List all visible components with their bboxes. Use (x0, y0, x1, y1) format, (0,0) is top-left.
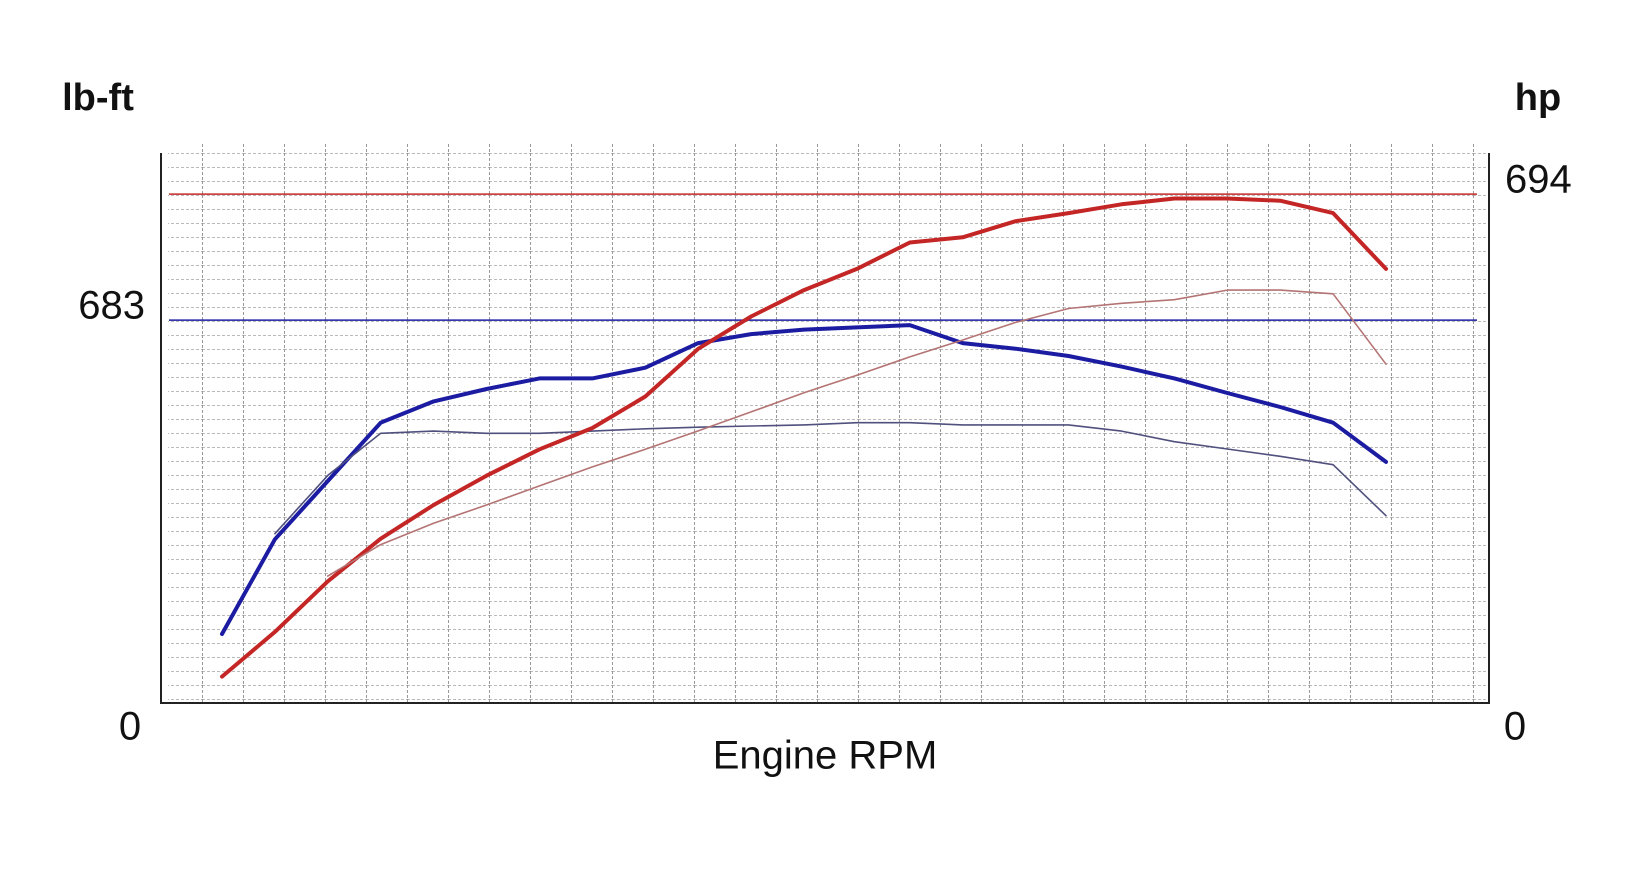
y-tick-label: 0 (119, 705, 141, 749)
series-line (274, 421, 1387, 535)
y2-tick-label: 0 (1504, 705, 1526, 749)
series-line (220, 196, 1388, 679)
y-tick-label: 683 (78, 284, 145, 328)
y-axis-title: lb-ft (62, 77, 134, 119)
y2-axis-title: hp (1515, 77, 1561, 119)
series-line (327, 289, 1387, 577)
y2-tick-label: 694 (1505, 158, 1572, 202)
grid-background (168, 143, 1489, 703)
x-axis-title: Engine RPM (713, 734, 938, 778)
series-line (220, 323, 1388, 636)
